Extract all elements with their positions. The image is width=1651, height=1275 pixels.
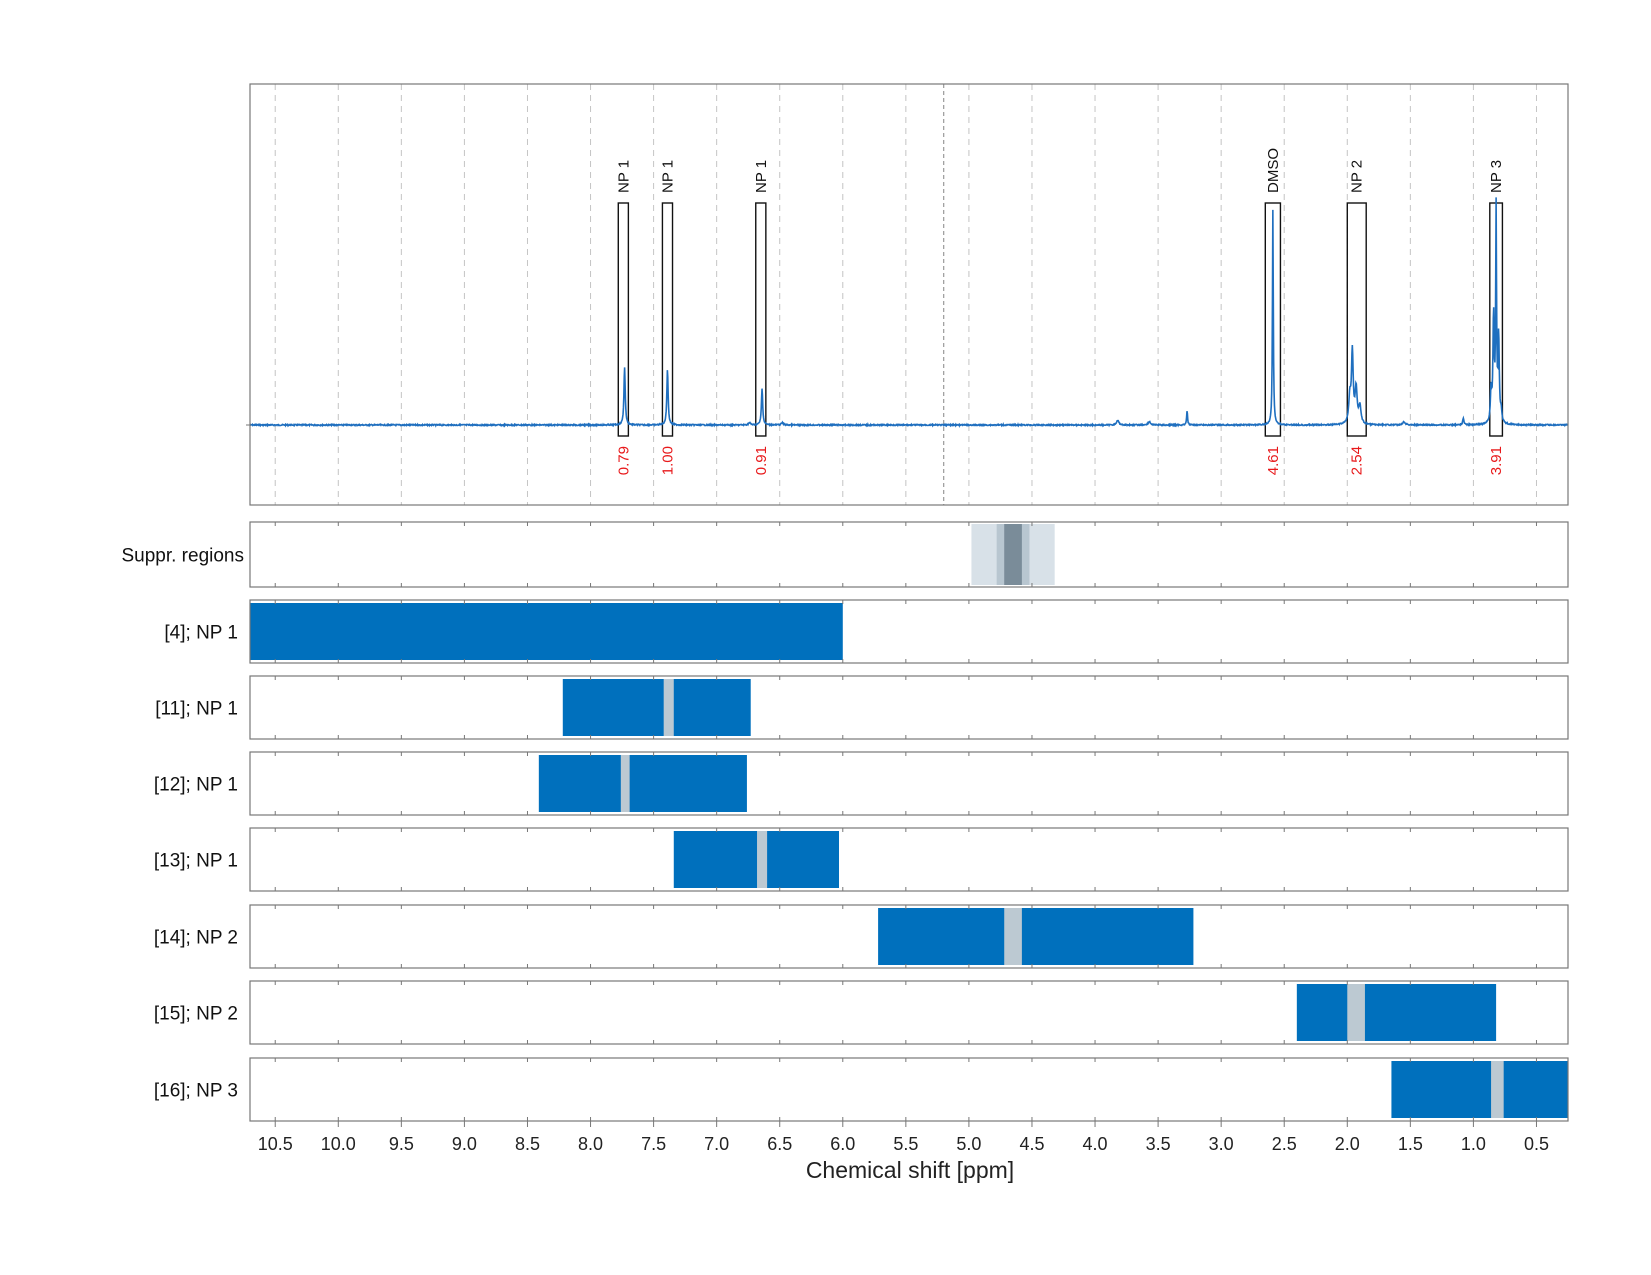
integration-label: DMSO (1265, 148, 1282, 193)
range-bar (1391, 1061, 1568, 1118)
x-tick-label: 6.0 (830, 1134, 855, 1154)
range-frame (249, 1057, 1569, 1122)
range-label: [15]; NP 2 (154, 1004, 238, 1025)
integration-box (1264, 202, 1282, 437)
x-tick-label: 3.0 (1209, 1134, 1234, 1154)
suppression-panel: Suppr. regions (121, 521, 1569, 588)
integral-value: 0.79 (615, 446, 632, 475)
x-tick-label: 4.0 (1083, 1134, 1108, 1154)
range-panel: [14]; NP 2 (154, 904, 1569, 969)
range-frame (249, 904, 1569, 969)
range-frame (249, 599, 1569, 664)
suppression-frame (249, 521, 1569, 588)
integral-value: 3.91 (1488, 446, 1505, 475)
integration-label: NP 1 (615, 160, 632, 193)
x-tick-label: 2.0 (1335, 1134, 1360, 1154)
x-tick-label: 7.5 (641, 1134, 666, 1154)
x-tick-label: 3.5 (1146, 1134, 1171, 1154)
x-tick-label: 9.0 (452, 1134, 477, 1154)
x-tick-label: 5.0 (956, 1134, 981, 1154)
integral-value: 2.54 (1349, 446, 1366, 475)
x-tick-label: 7.0 (704, 1134, 729, 1154)
suppression-band (1004, 524, 1022, 585)
range-bar (538, 755, 747, 812)
range-label: [16]; NP 3 (154, 1081, 238, 1102)
range-gap (663, 679, 674, 736)
x-tick-label: 1.5 (1398, 1134, 1423, 1154)
integral-value: 0.91 (753, 446, 770, 475)
range-frame (249, 675, 1569, 740)
x-tick-label: 6.5 (767, 1134, 792, 1154)
range-label: [13]; NP 1 (154, 851, 238, 872)
range-bar (250, 603, 843, 660)
x-tick-label: 10.0 (321, 1134, 356, 1154)
x-tick-label: 8.5 (515, 1134, 540, 1154)
x-tick-label: 1.0 (1461, 1134, 1486, 1154)
x-tick-label: 5.5 (893, 1134, 918, 1154)
x-tick-label: 2.5 (1272, 1134, 1297, 1154)
range-panel: [13]; NP 1 (154, 827, 1569, 892)
range-panel: [11]; NP 1 (155, 675, 1569, 740)
range-gap (757, 831, 768, 888)
integration-label: NP 1 (753, 160, 770, 193)
x-tick-label: 8.0 (578, 1134, 603, 1154)
x-tick-label: 4.5 (1019, 1134, 1044, 1154)
range-gap (1491, 1061, 1504, 1118)
range-frame (249, 980, 1569, 1045)
integral-value: 4.61 (1265, 446, 1282, 475)
range-label: [12]; NP 1 (154, 775, 238, 796)
range-label: [4]; NP 1 (164, 623, 238, 644)
range-bar (878, 908, 1194, 965)
range-panel: [16]; NP 3 (154, 1057, 1569, 1122)
x-axis: 10.5 10.0 9.5 9.0 8.5 8.0 7.5 7.0 6.5 6.0 5.5 5.0 4.… (250, 1120, 1568, 1154)
integration-box (661, 202, 674, 437)
range-panels: [4]; NP 1 [11]; NP 1 [12]; NP 1 [13]; NP 1 [… (154, 599, 1569, 1122)
range-panel: [4]; NP 1 (164, 599, 1569, 664)
x-tick-label: 9.5 (389, 1134, 414, 1154)
range-frame (249, 751, 1569, 816)
range-gap (1004, 908, 1022, 965)
range-bar (673, 831, 840, 888)
integration-box (755, 202, 767, 437)
x-tick-label: 0.5 (1524, 1134, 1549, 1154)
range-label: [11]; NP 1 (155, 699, 238, 720)
integration-label: NP 1 (659, 160, 676, 193)
range-label: [14]; NP 2 (154, 928, 238, 949)
range-panel: [15]; NP 2 (154, 980, 1569, 1045)
integration-box (1346, 202, 1367, 437)
integration-box (617, 202, 630, 437)
range-gap (620, 755, 630, 812)
integration-label: NP 3 (1488, 160, 1505, 193)
range-panel: [12]; NP 1 (154, 751, 1569, 816)
integration-label: NP 2 (1349, 160, 1366, 193)
spectrum-frame (249, 83, 1569, 506)
range-bar (562, 679, 751, 736)
range-frame (249, 827, 1569, 892)
integral-value: 1.00 (659, 446, 676, 475)
spectrum-trace (249, 197, 1569, 428)
x-tick-label: 10.5 (258, 1134, 293, 1154)
spectrum-panel: NP 1 0.79 NP 1 1.00 NP 1 0.91 DMSO 4.61 NP 2 2.54… (246, 83, 1569, 506)
range-gap (1347, 984, 1365, 1041)
x-axis-label: Chemical shift [ppm] (806, 1157, 1014, 1183)
range-bar (1296, 984, 1497, 1041)
suppression-label: Suppr. regions (121, 546, 244, 567)
